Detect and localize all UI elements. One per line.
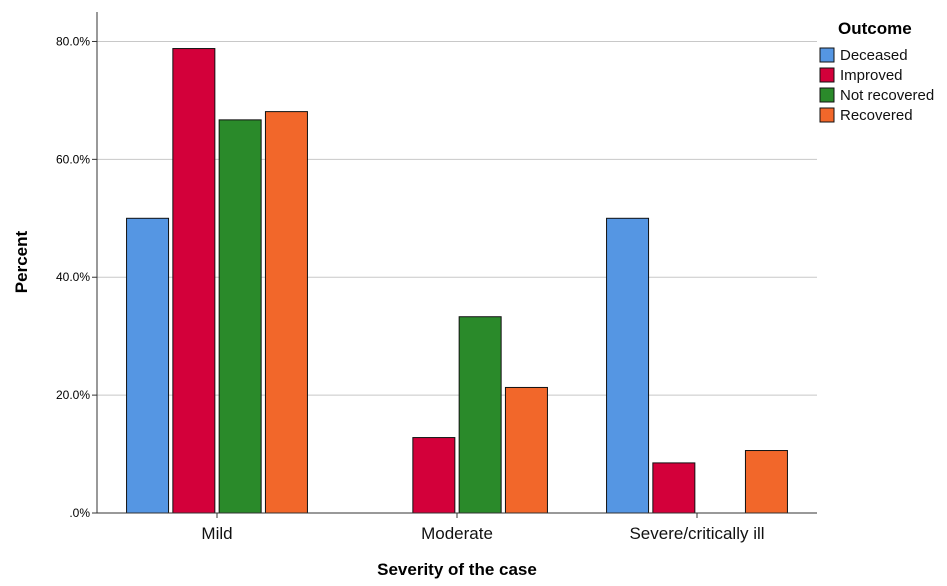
y-axis-title: Percent xyxy=(12,230,31,293)
legend-label: Recovered xyxy=(840,107,913,124)
bar-improved xyxy=(652,462,696,514)
bar-recovered xyxy=(744,450,788,514)
y-tick-label: 40.0% xyxy=(56,270,90,284)
bar-recovered xyxy=(264,111,308,514)
legend-items: Deceased Improved Not recovered Recovered xyxy=(819,47,934,124)
bar-deceased xyxy=(126,217,170,514)
legend-label: Deceased xyxy=(840,47,908,64)
legend-label: Improved xyxy=(840,67,903,84)
axes xyxy=(92,12,817,518)
y-tick-label: 80.0% xyxy=(56,34,90,48)
legend-title: Outcome xyxy=(838,19,912,38)
bar-improved xyxy=(412,437,456,514)
x-axis-title: Severity of the case xyxy=(377,560,537,579)
legend-swatch xyxy=(819,107,835,123)
y-tick-label: .0% xyxy=(69,506,90,520)
legend: Outcome Deceased Improved Not recovered Rec… xyxy=(819,19,934,124)
x-tick-label: Mild xyxy=(201,524,232,543)
y-tick-label: 20.0% xyxy=(56,388,90,402)
legend-label: Not recovered xyxy=(840,87,934,104)
x-tick-label: Severe/critically ill xyxy=(629,524,764,543)
bar-not-recovered xyxy=(218,119,262,514)
gridlines xyxy=(97,40,817,396)
bars xyxy=(126,48,788,514)
bar-recovered xyxy=(504,386,548,514)
y-tick-label: 60.0% xyxy=(56,152,90,166)
tick-labels: .0% 20.0% 40.0% 60.0% 80.0% Mild Moderate Sever… xyxy=(56,34,765,543)
legend-swatch xyxy=(819,87,835,103)
legend-swatch xyxy=(819,47,835,63)
x-tick-label: Moderate xyxy=(421,524,493,543)
bar-improved xyxy=(172,48,216,514)
legend-swatch xyxy=(819,67,835,83)
bar-not-recovered xyxy=(458,316,502,514)
bar-deceased xyxy=(606,217,650,514)
